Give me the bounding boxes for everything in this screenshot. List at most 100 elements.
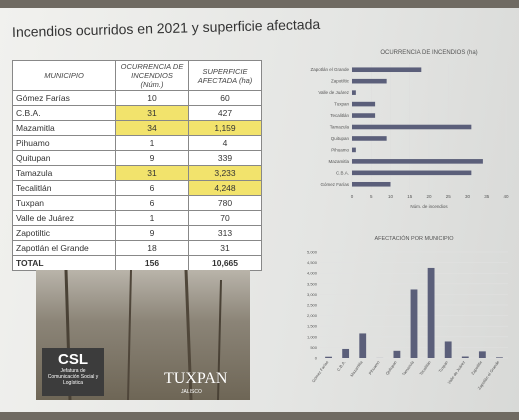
y-tick-label: Zapotlán el Grande	[310, 67, 349, 72]
slide: Incendios ocurridos en 2021 y superficie…	[0, 8, 519, 412]
x-tick-label: 15	[407, 194, 413, 199]
bar	[496, 357, 503, 358]
chart-title: AFECTACIÓN POR MUNICIPIO	[374, 235, 454, 242]
logo: CSL Jefatura de Comunicación Social y Lo…	[42, 348, 104, 396]
table-cell: 1	[116, 136, 189, 151]
x-tick-label: Quitupan	[384, 360, 397, 376]
header-cell: OCURRENCIA DE INCENDIOS (Núm.)	[116, 61, 189, 91]
total-cell: 10,665	[189, 256, 262, 271]
y-tick-label: 4,500	[307, 260, 318, 265]
y-tick-label: 4,000	[307, 271, 318, 276]
table-cell: 34	[116, 121, 189, 136]
x-axis-label: Núm. de incendios	[410, 204, 448, 209]
x-tick-label: 0	[351, 194, 354, 199]
total-cell: TOTAL	[13, 256, 116, 271]
x-tick-label: 10	[388, 194, 394, 199]
bar	[359, 333, 366, 358]
x-tick-label: 30	[465, 194, 471, 199]
table-cell: 31	[116, 166, 189, 181]
y-tick-label: Tamazula	[330, 125, 350, 130]
x-tick-label: Tecalitlán	[418, 360, 432, 377]
logo-caption: Jefatura de Comunicación Social y Logíst…	[42, 368, 104, 386]
bar	[352, 113, 375, 118]
x-tick-label: Gómez Farías	[311, 360, 330, 384]
table-cell: 4	[189, 136, 262, 151]
brand-sub: JALISCO	[181, 389, 202, 395]
x-tick-label: 20	[426, 194, 432, 199]
bar	[479, 351, 486, 358]
table-cell: 1,159	[189, 121, 262, 136]
table-cell: 60	[189, 91, 262, 106]
table-cell: Tecalitlán	[13, 181, 116, 196]
x-tick-label: 5	[370, 194, 373, 199]
table-cell: Pihuamo	[13, 136, 116, 151]
y-tick-label: C.B.A.	[336, 170, 349, 175]
x-tick-label: Mazamitla	[349, 359, 364, 377]
y-tick-label: 3,500	[307, 281, 318, 286]
bar	[342, 349, 349, 358]
x-tick-label: Tuxpan	[437, 360, 449, 374]
bar	[352, 102, 375, 107]
y-tick-label: 1,500	[307, 324, 318, 329]
x-tick-label: C.B.A.	[336, 360, 347, 372]
y-tick-label: Quitupan	[331, 136, 350, 141]
y-tick-label: Zapotiltic	[331, 79, 350, 84]
x-tick-label: Tamazula	[401, 359, 415, 377]
table-cell: 6	[116, 181, 189, 196]
table-cell: 313	[189, 226, 262, 241]
table-cell: 3,233	[189, 166, 262, 181]
y-tick-label: 0	[315, 356, 318, 361]
y-tick-label: Tuxpan	[334, 102, 349, 107]
bar	[411, 289, 418, 358]
table-cell: 31	[189, 241, 262, 256]
chart: AFECTACIÓN POR MUNICIPIO 0 500 1,000 1,500 2,…	[290, 230, 516, 408]
bar	[352, 90, 356, 95]
x-tick-label: Valle de Juárez	[446, 360, 466, 385]
y-tick-label: Valle de Juárez	[318, 90, 349, 95]
table-cell: 9	[116, 151, 189, 166]
y-tick-label: 3,000	[307, 292, 318, 297]
y-tick-label: Mazamitla	[328, 159, 349, 164]
bar	[352, 159, 483, 164]
header-cell: SUPERFICIE AFECTADA (ha)	[189, 61, 262, 91]
photo: CSL Jefatura de Comunicación Social y Lo…	[36, 270, 250, 400]
table-cell: 70	[189, 211, 262, 226]
bar	[462, 357, 469, 358]
x-tick-label: 40	[503, 194, 509, 199]
bar	[352, 182, 391, 187]
table-cell: 339	[189, 151, 262, 166]
table-cell: Tuxpan	[13, 196, 116, 211]
table-cell: 1	[116, 211, 189, 226]
bar	[352, 171, 471, 176]
y-tick-label: 2,000	[307, 313, 318, 318]
total-cell: 156	[116, 256, 189, 271]
chart-title: OCURRENCIA DE INCENDIOS (ha)	[380, 50, 477, 56]
bar	[352, 125, 471, 130]
y-tick-label: 1,000	[307, 334, 318, 339]
logo-text: CSL	[42, 351, 104, 368]
x-tick-label: Zapotiltic	[470, 360, 483, 376]
table-cell: Gómez Farías	[13, 91, 116, 106]
bar	[325, 357, 332, 358]
bar	[445, 341, 452, 358]
y-tick-label: Tecalitlán	[330, 113, 349, 118]
table-cell: 780	[189, 196, 262, 211]
table-cell: C.B.A.	[13, 106, 116, 121]
y-tick-label: Gómez Farías	[320, 182, 349, 187]
y-tick-label: 500	[310, 345, 317, 350]
table-cell: 427	[189, 106, 262, 121]
table-cell: Zapotiltic	[13, 226, 116, 241]
